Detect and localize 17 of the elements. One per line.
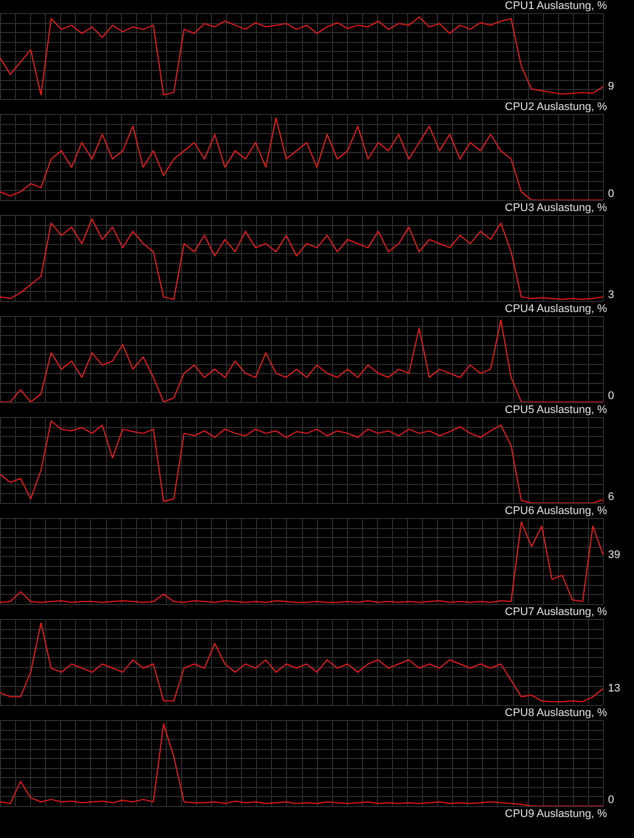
text: 0 (608, 794, 614, 806)
text: 0 (608, 390, 614, 402)
chart-title: CPU1 Auslastung, % (504, 0, 608, 13)
chart-title: CPU3 Auslastung, % (504, 202, 608, 215)
chart-title: CPU5 Auslastung, % (504, 404, 608, 417)
chart-title: CPU7 Auslastung, % (504, 606, 608, 619)
text: 39 (608, 548, 620, 561)
text: 0 (608, 188, 614, 200)
text: 6 (608, 491, 614, 504)
text: 3 (608, 289, 614, 302)
chart-title: CPU2 Auslastung, % (504, 101, 608, 114)
chart-title: CPU8 Auslastung, % (504, 707, 608, 720)
chart-title: CPU6 Auslastung, % (504, 505, 608, 518)
text: 13 (608, 682, 620, 695)
text: CPU9 Auslastung, % (504, 808, 608, 821)
text: 9 (608, 80, 614, 93)
chart-title: CPU4 Auslastung, % (504, 303, 608, 316)
